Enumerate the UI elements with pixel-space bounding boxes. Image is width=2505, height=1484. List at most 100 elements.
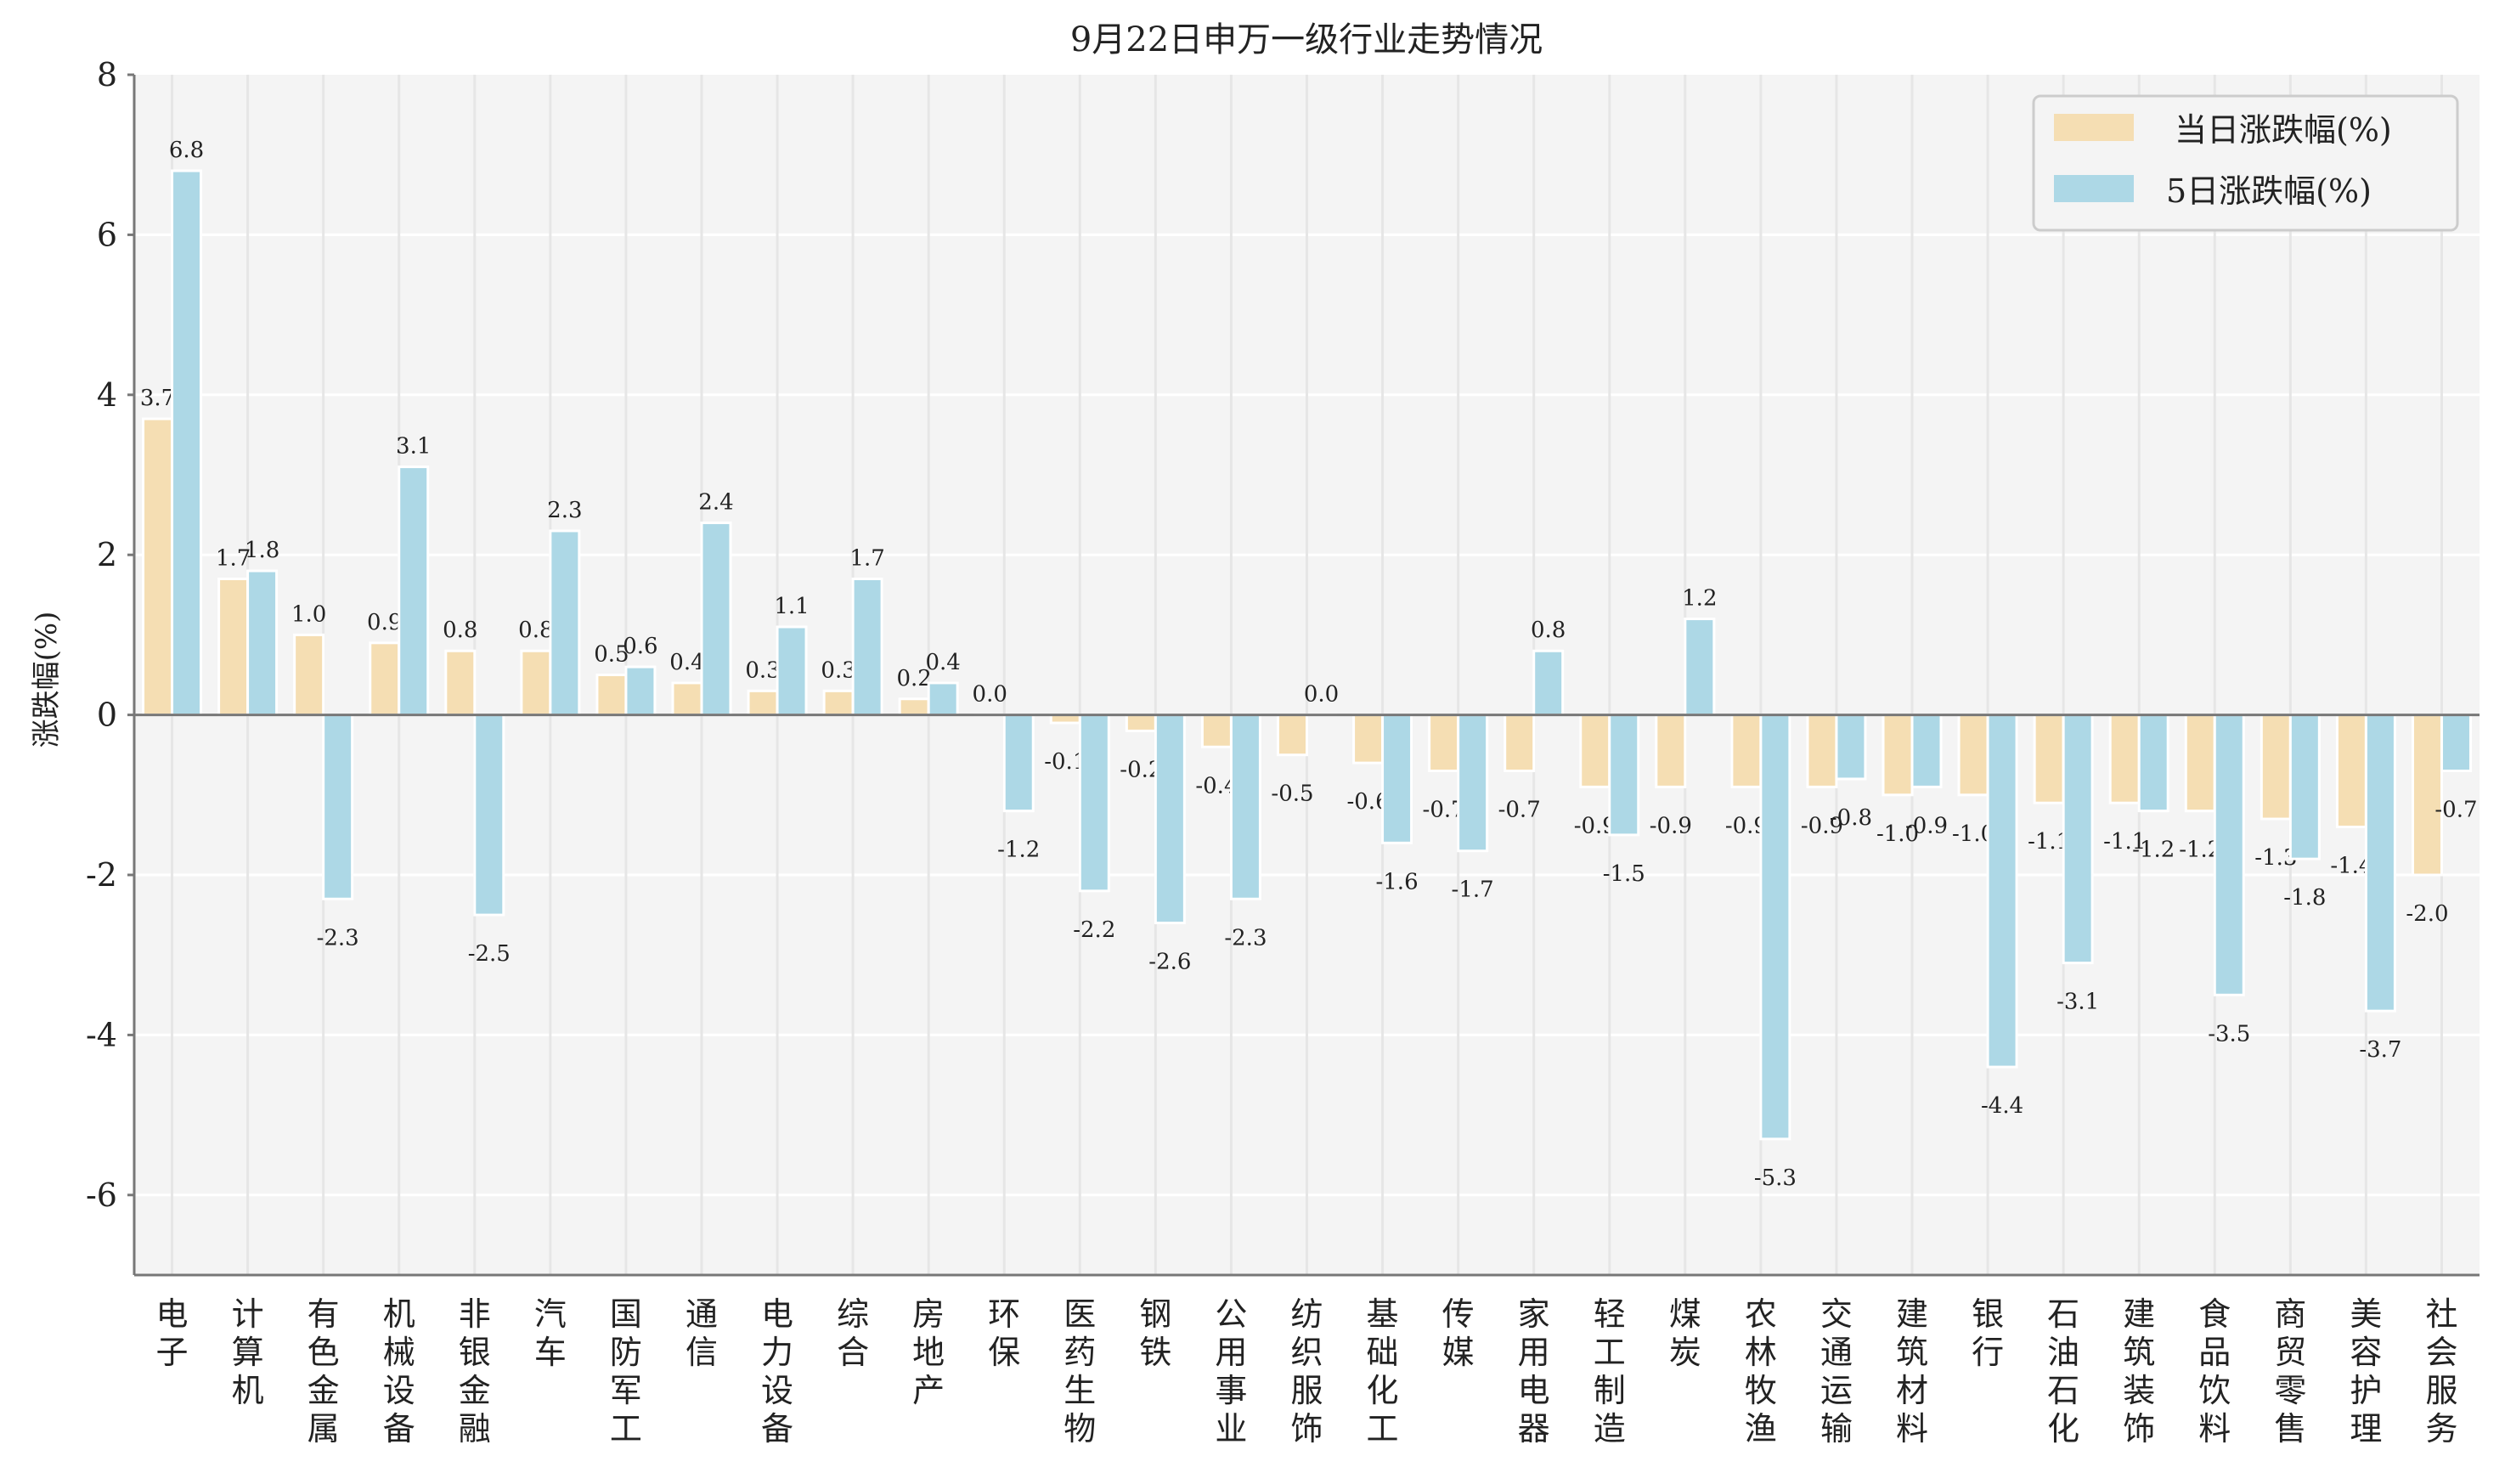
x-tick-label: 渔	[1745, 1410, 1777, 1447]
data-label: 0.3	[821, 657, 855, 683]
x-tick-label: 机	[383, 1295, 415, 1333]
x-tick-label: 车	[534, 1334, 567, 1371]
x-tick-label: 社	[2425, 1295, 2457, 1333]
x-tick-label: 零	[2274, 1372, 2306, 1409]
x-tick-label: 贸	[2274, 1334, 2306, 1371]
bar-five-day	[1761, 715, 1790, 1139]
x-tick-label: 事	[1215, 1372, 1247, 1409]
x-tick-label: 通	[1820, 1334, 1853, 1371]
data-label: -1.8	[2283, 885, 2326, 911]
data-label: 3.7	[140, 386, 175, 411]
bar-daily	[2412, 715, 2441, 875]
bar-five-day	[248, 571, 277, 715]
legend-label-daily: 当日涨跌幅(%)	[2175, 111, 2392, 149]
bar-five-day	[2139, 715, 2168, 811]
x-tick-label: 工	[610, 1410, 642, 1447]
x-tick-label: 军	[610, 1372, 642, 1409]
bar-five-day	[702, 523, 731, 715]
y-tick-label: 8	[97, 56, 117, 93]
x-tick-label: 物	[1063, 1410, 1096, 1447]
data-label: 0.0	[973, 682, 1007, 708]
x-tick-label: 农	[1745, 1295, 1777, 1333]
bar-five-day	[1988, 715, 2017, 1067]
x-tick-label: 建	[1896, 1295, 1928, 1333]
x-tick-label: 商	[2274, 1295, 2306, 1333]
x-tick-label: 融	[459, 1410, 491, 1447]
data-label: 0.9	[367, 610, 402, 635]
bar-daily	[2110, 715, 2139, 804]
x-tick-label: 房	[912, 1295, 945, 1333]
bar-five-day	[1458, 715, 1487, 851]
bar-five-day	[399, 467, 428, 715]
x-tick-label: 容	[2350, 1334, 2382, 1371]
y-tick-label: -4	[86, 1016, 117, 1053]
legend-swatch-five-day	[2054, 175, 2134, 202]
x-tick-label: 础	[1367, 1334, 1399, 1371]
bar-daily	[1430, 715, 1458, 771]
x-tick-label: 有	[307, 1295, 340, 1333]
x-tick-label: 会	[2425, 1334, 2457, 1371]
y-tick-label: 4	[97, 376, 117, 414]
x-tick-label: 工	[1367, 1410, 1399, 1447]
bar-daily	[2261, 715, 2290, 819]
data-label: 1.1	[774, 594, 809, 619]
data-label: -1.2	[2132, 838, 2175, 863]
y-tick-label: 6	[97, 216, 117, 253]
x-tick-label: 金	[459, 1372, 491, 1409]
bar-five-day	[1534, 651, 1563, 714]
x-tick-label: 防	[610, 1334, 642, 1371]
x-tick-label: 料	[1896, 1410, 1928, 1447]
x-tick-label: 装	[2123, 1372, 2155, 1409]
bar-daily	[2186, 715, 2214, 811]
y-tick-label: 0	[97, 697, 117, 734]
x-tick-label: 设	[761, 1372, 793, 1409]
x-tick-label: 算	[232, 1334, 264, 1371]
bar-five-day	[1231, 715, 1260, 900]
bar-daily	[1656, 715, 1685, 787]
bar-daily	[295, 635, 324, 714]
x-tick-label: 筑	[1896, 1334, 1928, 1371]
data-label: -3.5	[2208, 1021, 2250, 1047]
x-tick-label: 合	[837, 1334, 869, 1371]
bar-daily	[1732, 715, 1761, 787]
data-label: -2.3	[1224, 925, 1267, 951]
x-tick-label: 化	[2047, 1410, 2079, 1447]
bar-five-day	[1155, 715, 1184, 923]
bar-daily	[1808, 715, 1836, 787]
data-label: -2.6	[1148, 950, 1191, 975]
data-label: 6.8	[169, 138, 204, 163]
x-tick-label: 建	[2123, 1295, 2155, 1333]
x-tick-label: 护	[2350, 1372, 2382, 1409]
x-tick-label: 公	[1215, 1295, 1247, 1333]
bar-daily	[1354, 715, 1383, 764]
y-axis-label: 涨跌幅(%)	[30, 612, 64, 748]
data-label: 0.8	[1531, 618, 1566, 643]
data-label: -1.2	[997, 838, 1040, 863]
bar-daily	[1126, 715, 1155, 731]
x-tick-label: 备	[383, 1410, 415, 1447]
x-tick-label: 筑	[2123, 1334, 2155, 1371]
bar-daily	[2034, 715, 2063, 804]
bar-daily	[1505, 715, 1534, 771]
bar-five-day	[1004, 715, 1033, 811]
data-label: -0.9	[1905, 813, 1948, 838]
bar-five-day	[777, 627, 806, 715]
x-tick-label: 煤	[1669, 1295, 1701, 1333]
data-label: -1.6	[1375, 869, 1418, 894]
data-label: -0.8	[1830, 805, 1872, 831]
bar-daily	[370, 643, 399, 715]
data-label: -0.5	[1271, 781, 1313, 807]
x-tick-label: 药	[1063, 1334, 1096, 1371]
data-label: -5.3	[1754, 1165, 1797, 1191]
data-label: 0.8	[443, 618, 477, 643]
x-tick-label: 产	[912, 1372, 945, 1409]
y-tick-label: -6	[86, 1176, 117, 1214]
data-label: -0.7	[2434, 798, 2477, 823]
x-tick-label: 服	[1290, 1372, 1323, 1409]
x-tick-label: 纺	[1290, 1295, 1323, 1333]
bar-five-day	[324, 715, 353, 900]
x-tick-label: 务	[2425, 1410, 2457, 1447]
x-tick-label: 石	[2047, 1372, 2079, 1409]
bar-daily	[144, 419, 172, 715]
